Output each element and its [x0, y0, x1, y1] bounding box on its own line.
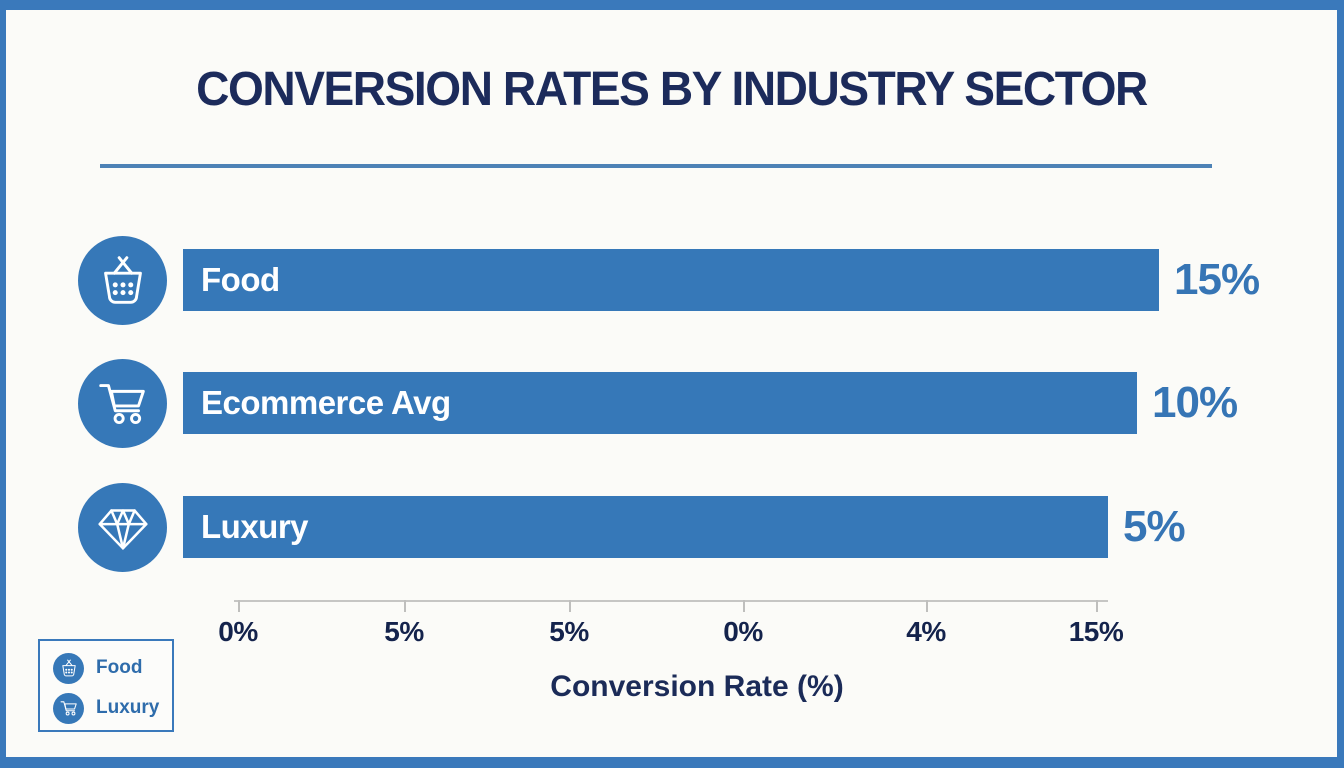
- x-tick-label: 0%: [218, 616, 258, 647]
- x-axis-line: [234, 600, 1108, 602]
- x-axis-tick: [926, 600, 928, 612]
- x-tick-label: 5%: [549, 616, 589, 647]
- bar-value: 5%: [1123, 502, 1186, 551]
- x-tick-label: 15%: [1068, 616, 1124, 647]
- basket-icon: [53, 652, 84, 684]
- x-axis-tick: [569, 600, 571, 612]
- bar-label: Ecommerce Avg: [201, 384, 451, 421]
- x-tick-label: 4%: [906, 616, 946, 647]
- bar-value: 10%: [1152, 378, 1238, 427]
- legend-label: Food: [96, 657, 143, 678]
- basket-icon: [78, 235, 167, 325]
- diamond-icon: [78, 482, 167, 572]
- x-tick-label: 5%: [384, 616, 424, 647]
- chart-title: CONVERSION RATES BY INDUSTRY SECTOR: [196, 63, 1148, 116]
- x-axis-tick: [1096, 600, 1098, 612]
- bar-row-ecommerce-avg: Ecommerce Avg 10%: [78, 358, 1238, 448]
- bar-row-food: Food 15%: [78, 235, 1260, 325]
- bar-label: Food: [201, 261, 280, 298]
- title-divider: [100, 164, 1212, 168]
- legend-item-luxury: Luxury: [53, 692, 172, 724]
- bar-food: Food: [183, 249, 1159, 311]
- legend-item-food: Food: [53, 652, 172, 684]
- legend-label: Luxury: [96, 697, 160, 718]
- x-axis-tick: [238, 600, 240, 612]
- bar-row-luxury: Luxury 5%: [78, 482, 1186, 572]
- cart-icon: [78, 358, 167, 448]
- x-axis-tick: [404, 600, 406, 612]
- x-axis-tick: [743, 600, 745, 612]
- bar-luxury: Luxury: [183, 496, 1108, 558]
- x-axis-title: Conversion Rate (%): [550, 670, 844, 703]
- x-tick-label: 0%: [723, 616, 763, 647]
- bar-value: 15%: [1174, 255, 1260, 304]
- bar-ecommerce-avg: Ecommerce Avg: [183, 372, 1137, 434]
- cart-icon: [53, 692, 84, 724]
- legend-box: Food Luxury: [38, 639, 174, 732]
- bar-label: Luxury: [201, 508, 309, 545]
